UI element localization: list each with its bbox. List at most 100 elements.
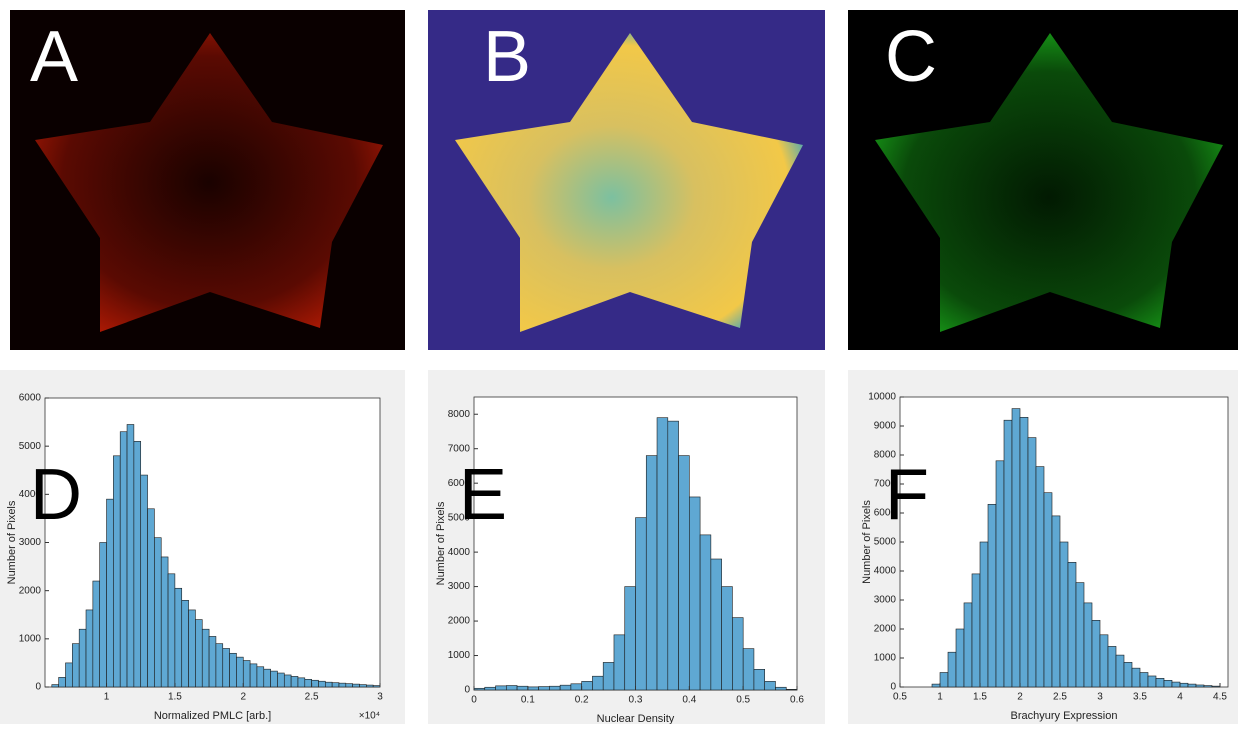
histogram-bar (311, 679, 319, 688)
histogram-bar (624, 586, 636, 691)
image-panel: B (428, 10, 825, 350)
x-tick-label: 0.4 (682, 695, 696, 706)
histogram-bar (352, 683, 360, 688)
histogram-bar (613, 634, 626, 691)
histogram-bar (484, 686, 496, 691)
histogram-bar (338, 682, 347, 688)
histogram-bar (277, 672, 285, 688)
histogram-bar (133, 441, 142, 688)
y-tick-label: 0 (890, 682, 896, 693)
histogram-bar (1083, 602, 1093, 688)
histogram-bar (297, 677, 306, 688)
histogram-bar (92, 580, 100, 688)
histogram-bar (345, 683, 353, 688)
histogram-bar (667, 420, 679, 691)
y-tick-label: 4000 (874, 566, 897, 577)
histogram-bar (1099, 634, 1109, 688)
histogram-bar (1027, 437, 1037, 688)
x-tick-label: 2.5 (305, 692, 319, 703)
y-tick-label: 7000 (448, 443, 471, 454)
y-tick-label: 5000 (448, 512, 471, 523)
histogram-bar (516, 685, 529, 691)
histogram-bar (1003, 419, 1013, 688)
y-tick-label: 2000 (448, 616, 471, 627)
x-tick-label: 0.3 (629, 695, 643, 706)
histogram-bar (236, 656, 244, 688)
histogram-bar (195, 619, 203, 688)
y-tick-label: 1000 (19, 633, 42, 644)
x-tick-label: 0.2 (575, 695, 589, 706)
histogram-bar (1019, 416, 1029, 688)
histogram-bar (1091, 619, 1101, 688)
histogram-bar (215, 643, 224, 688)
histogram-bar (764, 681, 776, 691)
histogram-bar (106, 498, 114, 688)
histogram-bar (249, 663, 258, 688)
y-tick-label: 6000 (19, 393, 42, 404)
y-tick-label: 5000 (874, 537, 897, 548)
x-axis-label: Nuclear Density (597, 713, 675, 724)
histogram-bar (51, 684, 59, 688)
histogram-bar (270, 670, 278, 688)
x-tick-label: 2 (1017, 692, 1023, 703)
histogram-bar (1187, 683, 1197, 688)
histogram-bar (78, 628, 87, 688)
histogram-bar (188, 609, 196, 688)
histogram-bar (318, 680, 326, 688)
histogram-bar (1051, 515, 1061, 688)
histogram-bar (1115, 654, 1125, 688)
histogram-bar (1059, 541, 1069, 688)
x-tick-label: 1.5 (973, 692, 987, 703)
panel-label: F (885, 455, 929, 535)
x-tick-label: 0.5 (736, 695, 750, 706)
histogram-bar (331, 682, 340, 688)
histogram-bar (263, 668, 271, 688)
histogram-bar (147, 508, 155, 688)
histogram-bar (126, 424, 135, 688)
x-tick-label: 4 (1177, 692, 1183, 703)
histogram-bar (140, 474, 148, 688)
panel-label: D (30, 455, 82, 535)
histogram-bar (538, 686, 550, 691)
y-tick-label: 1000 (874, 653, 897, 664)
histogram-bar (1011, 408, 1021, 688)
histogram-bar (710, 558, 722, 691)
y-tick-label: 2000 (19, 585, 42, 596)
histogram-bar (971, 573, 981, 688)
histogram-bar (325, 681, 333, 688)
histogram-bar (678, 455, 690, 691)
histogram-bar (201, 628, 210, 688)
histogram-bar (208, 636, 217, 688)
y-axis-label: Number of Pixels (861, 500, 873, 584)
x-axis-label: Brachyury Expression (1011, 710, 1118, 722)
image-panel: C (848, 10, 1238, 350)
histogram-bar (1195, 684, 1205, 688)
histogram-bar (602, 662, 615, 691)
histogram-bar (995, 460, 1005, 688)
histogram-bar (753, 669, 766, 691)
y-tick-label: 4000 (19, 489, 42, 500)
histogram-bar (72, 643, 80, 688)
histogram-bar (366, 684, 374, 688)
histogram-bar (174, 587, 183, 688)
histogram-bar (85, 609, 94, 688)
histogram-bar (549, 685, 561, 691)
histogram-bar (160, 556, 169, 688)
histogram-bar (167, 573, 176, 688)
histogram-bar (119, 431, 128, 688)
histogram-bar (689, 496, 701, 691)
x-tick-label: 0.1 (521, 695, 535, 706)
histogram-bar (304, 678, 312, 688)
histogram-bar (1203, 685, 1213, 688)
histogram-bar (505, 685, 518, 691)
histogram-bar (527, 686, 539, 691)
histogram-bar (229, 652, 237, 688)
histogram-bar (181, 599, 189, 688)
histogram-bar (931, 683, 941, 688)
x-tick-label: 0 (471, 695, 477, 706)
x-tick-label: 4.5 (1213, 692, 1227, 703)
y-tick-label: 0 (35, 682, 41, 693)
y-tick-label: 1000 (448, 650, 471, 661)
x-tick-label: 1 (104, 692, 110, 703)
